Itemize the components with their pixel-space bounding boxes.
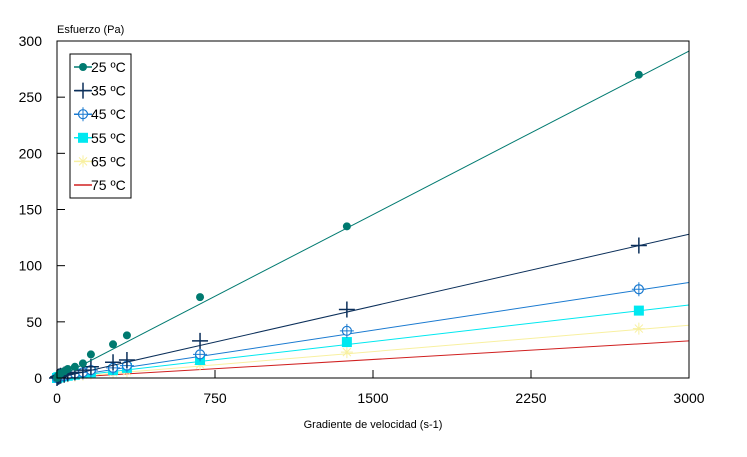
data-point	[340, 346, 353, 359]
legend-label: 55 ºC	[91, 130, 126, 146]
y-tick-label: 50	[26, 314, 42, 330]
data-point	[82, 358, 99, 375]
fit-line	[56, 233, 690, 379]
data-point	[338, 301, 355, 318]
legend: 25 ºC 35 ºC 45 ºC 55 ºC 65 ºC 75 ºC	[69, 53, 132, 199]
legend-marker	[77, 155, 89, 168]
series-25c	[53, 50, 690, 382]
plot-frame	[56, 40, 690, 379]
legend-label: 75 ºC	[91, 177, 126, 193]
data-point	[105, 354, 122, 371]
y-tick-label: 250	[19, 89, 43, 105]
legend-marker	[75, 82, 91, 99]
data-point	[341, 337, 352, 348]
y-axis-label: Esfuerzo (Pa)	[57, 24, 124, 36]
x-tick-label: 2250	[515, 390, 546, 406]
data-point	[342, 222, 351, 231]
y-tick-label: 150	[19, 202, 43, 218]
legend-marker	[79, 63, 87, 71]
x-tick-label: 750	[203, 390, 227, 406]
fit-line	[56, 324, 690, 379]
legend-label: 35 ºC	[91, 83, 126, 99]
y-tick-label: 0	[34, 370, 42, 386]
x-tick-label: 3000	[673, 390, 704, 406]
fit-line	[56, 304, 690, 379]
data-point-cross	[339, 323, 354, 338]
data-point	[196, 293, 205, 302]
data-point	[630, 237, 647, 254]
legend-marker	[78, 132, 88, 143]
x-tick-label: 0	[53, 390, 61, 406]
data-point-cross	[193, 347, 208, 362]
series-35c	[49, 233, 690, 386]
data-point	[192, 332, 209, 349]
series-75c	[56, 340, 690, 379]
y-tick-label: 300	[19, 33, 43, 49]
y-tick-label: 200	[19, 145, 43, 161]
x-axis-label: Gradiente de velocidad (s-1)	[304, 419, 443, 431]
fit-line	[56, 50, 690, 379]
series-55c	[52, 304, 690, 383]
data-point	[109, 340, 118, 349]
data-point	[86, 350, 95, 359]
data-point	[118, 352, 135, 369]
y-tick-label: 100	[19, 258, 43, 274]
data-point	[70, 362, 79, 371]
data-point	[632, 322, 645, 335]
data-point	[63, 365, 72, 374]
data-point	[634, 70, 643, 79]
data-point-cross	[631, 282, 646, 297]
fit-line	[56, 340, 690, 379]
legend-label: 65 ºC	[91, 153, 126, 169]
fit-line	[56, 282, 690, 379]
legend-label: 25 ºC	[91, 59, 126, 75]
legend-marker-cross	[76, 107, 90, 122]
legend-label: 45 ºC	[91, 106, 126, 122]
legend-box	[69, 53, 132, 199]
data-point	[122, 331, 131, 340]
data-point	[78, 359, 87, 368]
data-point	[633, 305, 644, 316]
x-tick-label: 1500	[357, 390, 388, 406]
